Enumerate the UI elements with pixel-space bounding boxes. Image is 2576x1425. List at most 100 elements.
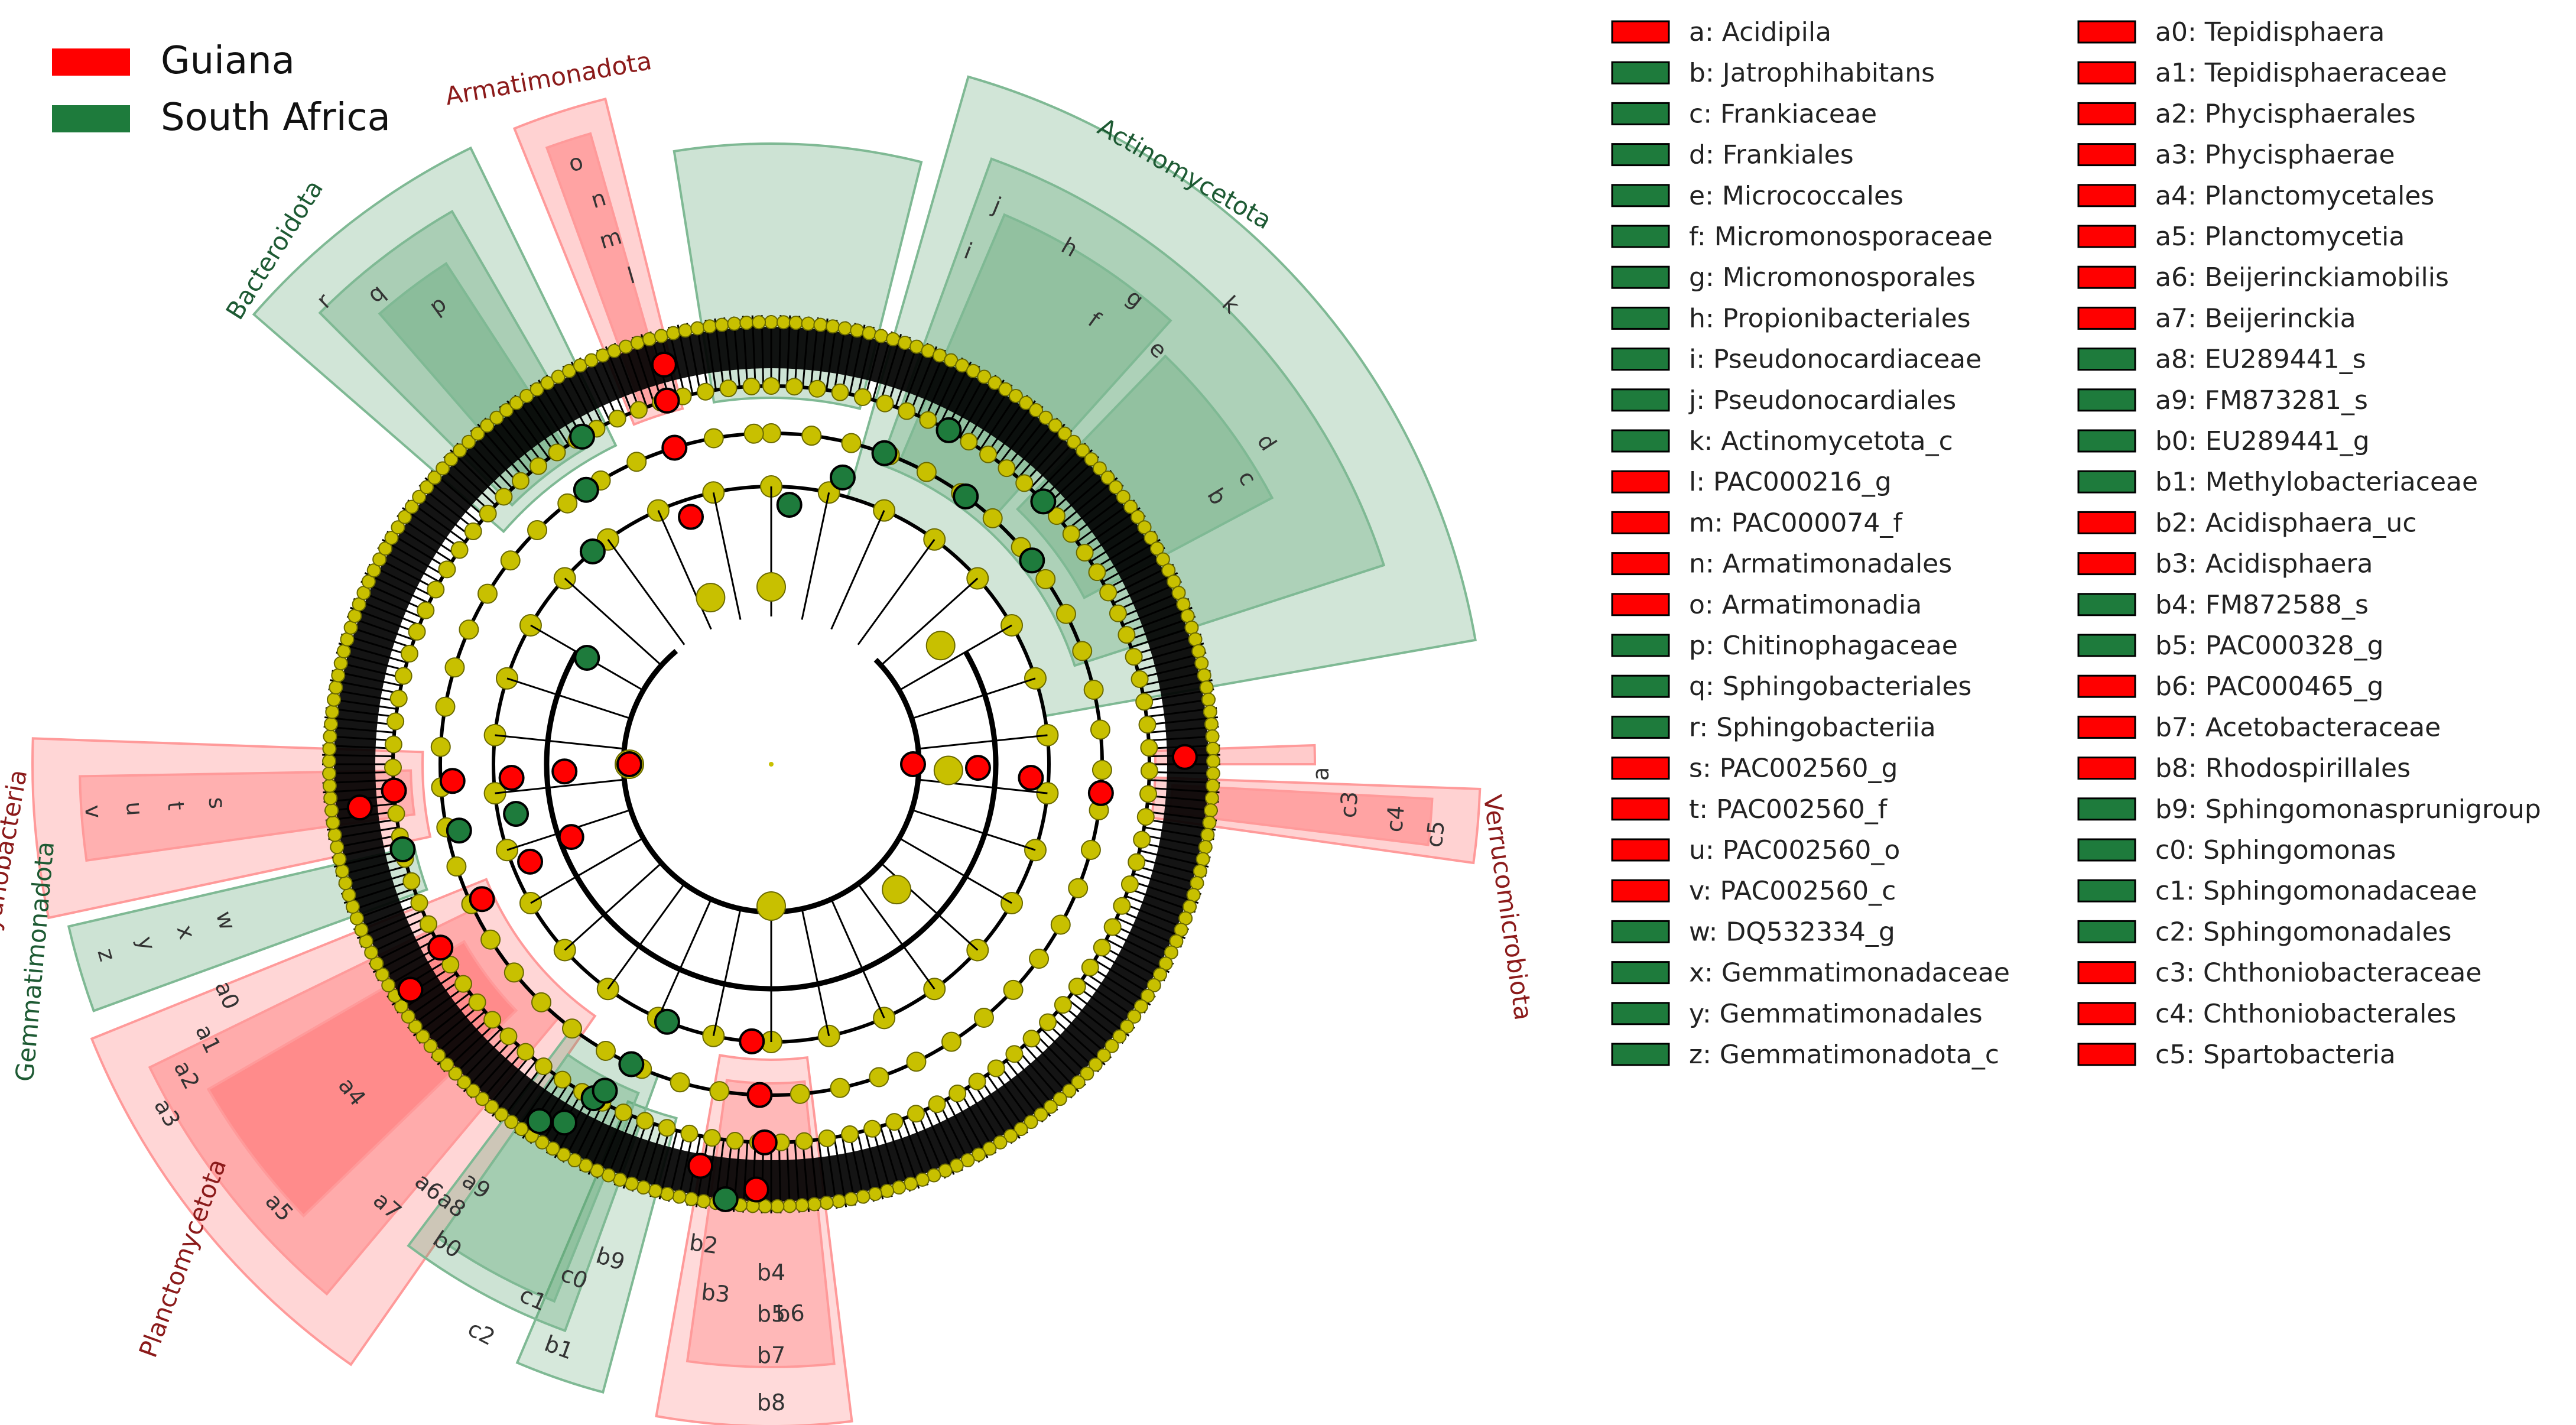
leaf-node bbox=[1112, 1029, 1127, 1044]
leaf-node bbox=[1204, 791, 1219, 806]
leaf-node bbox=[470, 426, 485, 441]
taxa-legend-entry-a7: a7: Beijerinckia bbox=[2155, 303, 2356, 333]
tree-node bbox=[709, 1081, 730, 1102]
taxa-swatch-b2 bbox=[2077, 511, 2136, 534]
leaf-node bbox=[327, 827, 342, 842]
taxa-legend-entry-l: l: PAC000216_g bbox=[1689, 467, 1892, 497]
group-legend: Guiana South Africa bbox=[52, 39, 391, 139]
taxa-swatch-z bbox=[1611, 1043, 1670, 1066]
leaf-node bbox=[819, 1196, 834, 1210]
leaf-node bbox=[475, 1092, 490, 1106]
leaf-node bbox=[1191, 644, 1206, 658]
tree-node bbox=[1048, 507, 1066, 525]
tree-branch bbox=[495, 778, 625, 794]
tree-branch bbox=[857, 883, 935, 990]
group-label: South Africa bbox=[161, 96, 391, 139]
clade-letter-c5: c5 bbox=[1421, 819, 1450, 848]
tree-node bbox=[831, 383, 849, 401]
leaf-node bbox=[338, 876, 353, 891]
leaf-node bbox=[776, 315, 791, 330]
leaf-branch bbox=[1106, 939, 1170, 973]
clade-highlight-sector bbox=[1015, 354, 1274, 600]
leaf-node bbox=[332, 852, 347, 866]
taxa-swatch-c0 bbox=[2077, 838, 2136, 862]
leaf-node bbox=[530, 382, 544, 397]
leaf-node bbox=[336, 644, 351, 658]
tree-node bbox=[830, 1077, 850, 1098]
leaf-node bbox=[1123, 499, 1138, 514]
leaf-node bbox=[329, 680, 343, 695]
leaf-branch bbox=[491, 1060, 537, 1117]
leaf-node bbox=[993, 1135, 1008, 1150]
taxa-legend-entry-b7: b7: Acetobacteraceae bbox=[2155, 712, 2441, 742]
guiana-enriched-node bbox=[498, 765, 525, 791]
taxa-legend-entry-r: r: Sphingobacteriia bbox=[1689, 712, 1936, 742]
leaf-branch bbox=[437, 1017, 491, 1066]
leaf-node bbox=[1038, 410, 1053, 425]
leaf-node bbox=[850, 323, 865, 338]
leaf-node bbox=[727, 316, 742, 331]
tree-node bbox=[948, 1085, 967, 1103]
tree-node bbox=[1090, 719, 1110, 740]
leaf-node bbox=[519, 388, 534, 403]
tree-node bbox=[435, 696, 456, 717]
leaf-node bbox=[1105, 1038, 1119, 1053]
tree-arc bbox=[544, 650, 999, 992]
leaf-node bbox=[1062, 1083, 1077, 1098]
leaf-node bbox=[1108, 480, 1123, 495]
phylum-label-verrucomicrobiota: Verrucomicrobiota bbox=[1478, 793, 1538, 1023]
tree-node bbox=[703, 1129, 721, 1147]
leaf-node bbox=[972, 1147, 986, 1162]
leaf-node bbox=[448, 1066, 463, 1081]
taxa-legend-entry-a5: a5: Planctomycetia bbox=[2155, 222, 2405, 252]
taxa-legend-entry-a2: a2: Phycisphaerales bbox=[2155, 99, 2416, 129]
clade-highlight-sector bbox=[879, 157, 1386, 667]
south-africa-enriched-node bbox=[712, 1186, 739, 1212]
leaf-node bbox=[982, 1141, 997, 1156]
tree-node bbox=[762, 377, 780, 395]
tree-node bbox=[1099, 583, 1118, 602]
tree-node bbox=[703, 428, 724, 449]
leaf-branch bbox=[1113, 572, 1178, 604]
leaf-node bbox=[998, 382, 1013, 397]
south-africa-enriched-node bbox=[551, 1109, 577, 1136]
leaf-branch bbox=[587, 1109, 619, 1175]
tree-node bbox=[906, 1051, 927, 1072]
taxa-legend: a: Acidipila b: Jatrophihabitans c: Franki… bbox=[1611, 17, 2541, 1070]
leaf-node bbox=[369, 956, 384, 971]
tree-branch bbox=[880, 577, 979, 666]
tree-node bbox=[1054, 996, 1072, 1014]
leaf-node bbox=[1034, 1107, 1048, 1122]
tree-node bbox=[853, 388, 872, 407]
tree-node bbox=[1072, 641, 1093, 661]
leaf-branch bbox=[1029, 1039, 1080, 1093]
leaf-node bbox=[642, 332, 657, 346]
leaf-node bbox=[1206, 766, 1220, 781]
leaf-branch bbox=[1131, 880, 1199, 904]
taxa-swatch-i bbox=[1611, 348, 1670, 371]
leaf-branch bbox=[605, 346, 633, 413]
leaf-node bbox=[427, 470, 442, 485]
leaf-node bbox=[1203, 705, 1217, 719]
tree-node bbox=[869, 1067, 889, 1088]
tree-branch bbox=[830, 510, 885, 630]
clade-letter-c2: c2 bbox=[464, 1315, 499, 1351]
leaf-node bbox=[788, 316, 803, 330]
tree-node bbox=[400, 644, 418, 663]
leaf-branch bbox=[356, 910, 423, 939]
taxa-legend-entry-w: w: DQ532334_g bbox=[1689, 917, 1895, 947]
leaf-node bbox=[1043, 1099, 1058, 1114]
clade-letter-b5: b5 bbox=[757, 1301, 785, 1327]
taxa-legend-entry-a: a: Acidipila bbox=[1689, 17, 1831, 47]
leaf-node bbox=[1131, 509, 1145, 524]
taxa-swatch-h bbox=[1611, 306, 1670, 330]
tree-node bbox=[614, 1103, 632, 1122]
taxa-legend-entry-k: k: Actinomycetota_c bbox=[1689, 426, 1953, 456]
tree-node bbox=[495, 488, 513, 506]
leaf-node bbox=[837, 321, 852, 336]
tree-node bbox=[1138, 716, 1157, 734]
tree-node bbox=[863, 1119, 882, 1138]
leaf-branch bbox=[714, 318, 725, 389]
leaf-node bbox=[372, 552, 387, 567]
leaf-branch bbox=[677, 324, 694, 395]
